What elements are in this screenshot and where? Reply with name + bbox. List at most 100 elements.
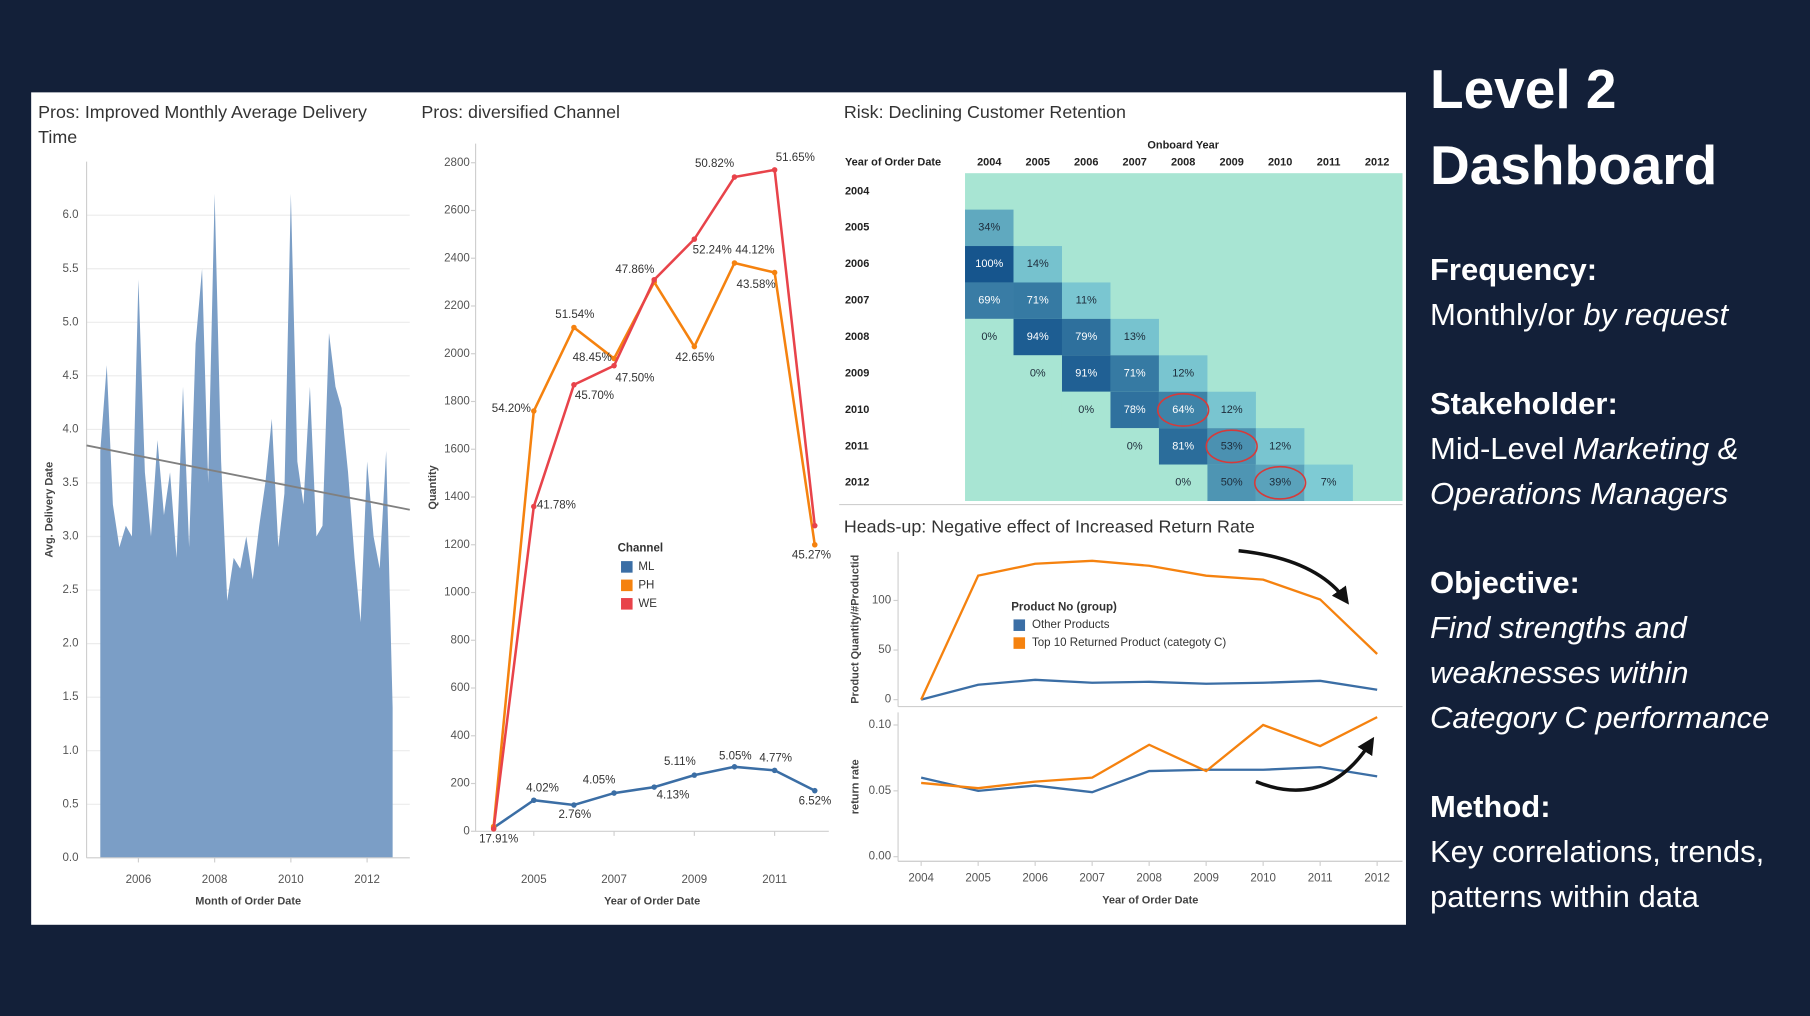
section-body: Monthly/or by request (1430, 292, 1808, 337)
column-label: 2008 (1171, 157, 1195, 169)
y-tick-label: 2.5 (62, 584, 78, 596)
y-tick-label: 2.0 (62, 638, 78, 650)
cell-label: 0% (1030, 367, 1046, 379)
column-label: 2007 (1123, 157, 1147, 169)
point-label: 47.86% (615, 264, 654, 276)
y-tick-label: 1.5 (62, 691, 78, 703)
point (811, 541, 818, 548)
point (611, 790, 617, 796)
point (531, 797, 537, 804)
heatmap-cell (1110, 391, 1159, 429)
section-text: by request (1583, 297, 1729, 332)
heatmap-cell (1013, 318, 1062, 356)
heatmap-cell (965, 282, 1014, 319)
chart-title: Heads-up: Negative effect of Increased R… (844, 516, 1255, 536)
legend-title: Product No (group) (1011, 601, 1117, 613)
cell-label: 12% (1269, 440, 1291, 452)
cell-label: 0% (981, 331, 997, 343)
point (691, 236, 698, 242)
y-tick-label: 100 (872, 595, 891, 607)
point-label: 5.05% (719, 750, 752, 762)
column-title: Onboard Year (1147, 139, 1219, 151)
y-tick-label: 1600 (444, 443, 470, 455)
x-tick-label: 2007 (601, 874, 627, 886)
heatmap-cell (965, 318, 1014, 356)
heatmap-cell (1013, 246, 1062, 283)
point (651, 276, 657, 283)
y-tick-label: 4.5 (62, 370, 78, 382)
row-label: 2012 (845, 477, 869, 489)
y-tick-label: 1000 (444, 587, 470, 599)
x-tick-label: 2008 (1136, 873, 1162, 885)
legend-swatch (621, 579, 633, 592)
legend-swatch (1013, 637, 1026, 649)
point-label: 2.76% (559, 809, 592, 821)
heatmap-cell (1013, 355, 1062, 392)
heatmap-cell (1110, 428, 1159, 465)
heatmap-cell (965, 246, 1014, 283)
cell-label: 0% (1078, 404, 1094, 416)
series-line (920, 765, 1378, 794)
section-text: Monthly/or (1430, 297, 1584, 332)
point (571, 802, 577, 808)
point-label: 41.78% (537, 500, 576, 512)
y-axis-title: Avg. Delivery Date (44, 462, 56, 558)
annotation-arrow (1255, 736, 1375, 792)
legend-swatch (1013, 619, 1026, 631)
point-label: 4.77% (759, 753, 792, 765)
row-label: 2010 (845, 404, 869, 416)
y-tick-label: 50 (878, 644, 891, 656)
legend-label: PH (638, 579, 654, 591)
point-label: 17.91% (479, 833, 518, 845)
y-tick-label: 3.5 (62, 477, 78, 489)
cell-label: 64% (1172, 404, 1194, 416)
heatmap-cell (1158, 428, 1208, 465)
cell-label: 0% (1175, 477, 1191, 489)
cell-label: 100% (975, 258, 1003, 270)
heatmap-cell (965, 209, 1014, 247)
column-label: 2004 (977, 157, 1002, 169)
marks: 0.0 0.5 1.0 1.5 2.0 2.5 3.0 3.5 4.0 4.5 5.0 5.5 6.0 A… (44, 139, 1403, 908)
point (531, 408, 537, 414)
x-axis-title: Month of Order Date (195, 896, 301, 908)
x-tick-label: 2005 (965, 873, 991, 885)
y-axis-title: Product Quantity/#Productid (849, 555, 861, 704)
series-line (920, 559, 1378, 701)
heatmap-cell (1207, 391, 1256, 429)
x-axis-title: Year of Order Date (1102, 894, 1198, 906)
cell-label: 14% (1027, 258, 1049, 270)
point-label: 50.82% (695, 158, 734, 170)
legend-swatch (621, 561, 633, 573)
section-label: Method: (1430, 789, 1551, 824)
y-tick-label: 3.0 (62, 531, 78, 543)
y-tick-label: 0.00 (869, 851, 891, 863)
legend-label: Other Products (1032, 619, 1110, 631)
y-tick-label: 2200 (444, 300, 470, 312)
legend-label: ML (638, 561, 655, 573)
x-tick-label: 2007 (1079, 873, 1105, 885)
cell-label: 69% (978, 295, 1000, 307)
point-label: 5.11% (664, 756, 696, 768)
heatmap-cell (1158, 464, 1208, 502)
cell-label: 53% (1221, 440, 1243, 452)
cell-label: 39% (1269, 477, 1291, 489)
row-title: Year of Order Date (845, 157, 941, 169)
heatmap-cell (1061, 282, 1111, 319)
y-tick-label: 5.0 (62, 316, 78, 328)
side-panel: Level 2 Dashboard Frequency: Monthly/or b… (1430, 51, 1808, 919)
point-label: 45.27% (792, 549, 831, 561)
point (691, 772, 698, 778)
x-tick-label: 2004 (908, 873, 934, 885)
series-line (921, 716, 1378, 790)
y-tick-label: 2800 (444, 157, 470, 169)
cell-label: 78% (1124, 404, 1146, 416)
section-text: Mid-Level (1430, 431, 1573, 466)
section-body: Key correlations, trends, patterns withi… (1430, 829, 1808, 919)
cell-label: 50% (1221, 477, 1243, 489)
y-tick-label: 0 (463, 825, 469, 837)
y-axis-title: return rate (849, 759, 861, 814)
x-tick-label: 2006 (1022, 873, 1048, 885)
